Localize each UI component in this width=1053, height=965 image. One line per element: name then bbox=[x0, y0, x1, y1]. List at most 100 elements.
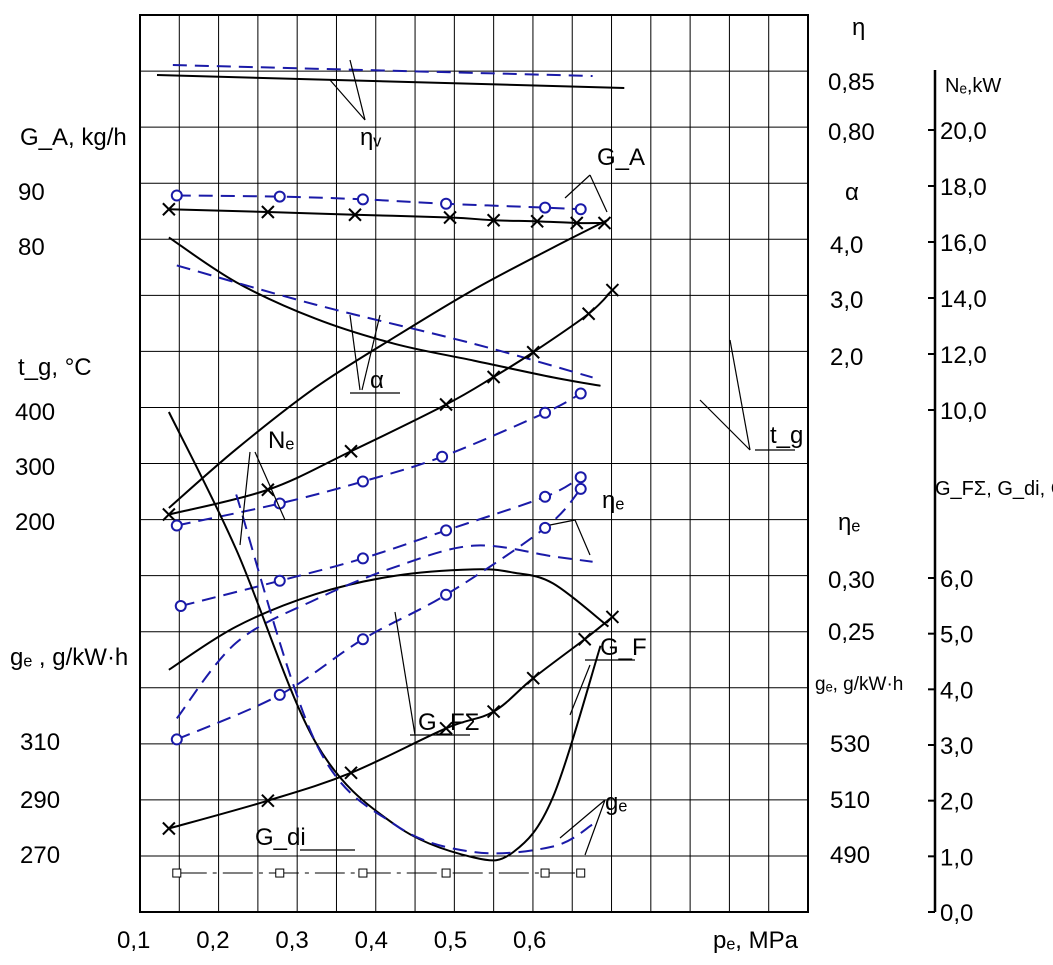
series-line-eta_v bbox=[156, 74, 625, 89]
x-tick-label: 0,6 bbox=[513, 927, 546, 954]
marker-circle bbox=[356, 552, 369, 565]
gf-tick-label: 0,0 bbox=[940, 900, 973, 927]
ge-left-axis-title: gₑ , g/kW·h bbox=[10, 644, 128, 671]
series-line-ge bbox=[167, 411, 602, 862]
series-line-alpha bbox=[168, 236, 601, 387]
marker-x bbox=[486, 370, 501, 384]
gf-tick-label: 1,0 bbox=[940, 844, 973, 871]
marker-x bbox=[530, 214, 544, 229]
series-lines bbox=[156, 64, 625, 874]
marker-x bbox=[486, 213, 501, 227]
marker-x bbox=[439, 397, 453, 412]
marker-x bbox=[581, 307, 596, 321]
eta-tick-085: 0,85 bbox=[828, 69, 875, 96]
ne-curve-label: Nₑ bbox=[268, 427, 294, 454]
marker-x bbox=[162, 507, 176, 522]
series-line-Ne bbox=[168, 218, 609, 509]
marker-x bbox=[526, 345, 540, 359]
marker-x bbox=[577, 632, 592, 646]
marker-circle bbox=[574, 387, 587, 400]
gf-tick-label: 3,0 bbox=[940, 733, 973, 760]
series-line-GA bbox=[176, 194, 581, 211]
marker-circle bbox=[574, 482, 587, 495]
alpha-tick-40: 4,0 bbox=[830, 232, 863, 259]
marker-x bbox=[261, 793, 275, 808]
marker-circle bbox=[539, 521, 552, 534]
marker-square bbox=[275, 868, 285, 878]
gdi-curve-label: G_di bbox=[255, 824, 306, 851]
tg-curve-label: t_g bbox=[770, 422, 803, 449]
marker-square bbox=[358, 868, 368, 878]
tg-tick-200: 200 bbox=[15, 509, 55, 536]
ge-left-tick-310: 310 bbox=[20, 729, 60, 756]
ne-tick-label: 10,0 bbox=[940, 398, 987, 425]
marker-circle bbox=[273, 190, 286, 203]
ne-tick-label: 20,0 bbox=[940, 118, 987, 145]
ne-tick-label: 16,0 bbox=[940, 230, 987, 257]
marker-x bbox=[570, 216, 584, 230]
marker-x bbox=[348, 208, 362, 222]
eta-e-tick-025: 0,25 bbox=[828, 619, 875, 646]
x-tick-label: 0,2 bbox=[196, 927, 229, 954]
series-line-GF bbox=[168, 616, 614, 830]
series-line-eta_e bbox=[168, 568, 610, 671]
ge-right-tick-490: 490 bbox=[830, 842, 870, 869]
series-markers bbox=[162, 189, 620, 878]
marker-x bbox=[443, 210, 457, 225]
gf-tick-label: 6,0 bbox=[940, 566, 973, 593]
marker-x bbox=[605, 610, 620, 624]
x-axis-title: pₑ, MPa bbox=[713, 927, 799, 954]
curve-annotations bbox=[239, 59, 795, 856]
ne-tick-label: 12,0 bbox=[940, 342, 987, 369]
marker-circle bbox=[440, 524, 453, 537]
ga-axis-title: G_A, kg/h bbox=[20, 124, 127, 151]
marker-circle bbox=[539, 490, 552, 503]
ge-right-tick-510: 510 bbox=[830, 787, 870, 814]
marker-circle bbox=[356, 633, 369, 646]
eta-tick-080: 0,80 bbox=[828, 119, 875, 146]
plot-grid bbox=[139, 14, 809, 913]
marker-square bbox=[540, 868, 550, 878]
marker-circle bbox=[170, 189, 183, 202]
marker-circle bbox=[440, 588, 453, 601]
right-axis-ticks: 20,0 18,0 16,0 14,0 12,0 10,0 6,0 5,0 4,0 3,0 2,0 1… bbox=[928, 118, 987, 927]
x-tick-label: 0,5 bbox=[434, 927, 467, 954]
marker-circle bbox=[440, 197, 453, 210]
marker-x bbox=[344, 766, 358, 780]
ne-tick-label: 14,0 bbox=[940, 286, 987, 313]
ga-curve-label: G_A bbox=[597, 144, 645, 171]
x-axis-ticks: 0,1 0,2 0,3 0,4 0,5 0,6 bbox=[117, 927, 546, 954]
marker-x bbox=[439, 721, 453, 736]
ge-curve-label: gₑ bbox=[605, 789, 627, 816]
marker-x bbox=[162, 821, 176, 836]
ge-right-axis-title: gₑ, g/kW·h bbox=[815, 674, 903, 695]
gfsum-curve-label: G_FΣ bbox=[418, 709, 480, 736]
ga-tick-90: 90 bbox=[18, 179, 45, 206]
gf-tick-label: 5,0 bbox=[940, 622, 973, 649]
eta-v-label: ηᵥ bbox=[360, 124, 381, 151]
x-tick-label: 0,1 bbox=[117, 927, 150, 954]
marker-square bbox=[441, 868, 451, 878]
marker-circle bbox=[436, 450, 449, 463]
series-line-alpha bbox=[176, 264, 593, 379]
tg-tick-300: 300 bbox=[15, 454, 55, 481]
eta-axis-title: η bbox=[852, 14, 865, 41]
marker-x bbox=[162, 202, 176, 216]
marker-x bbox=[344, 444, 358, 458]
marker-circle bbox=[574, 203, 587, 216]
marker-circle bbox=[273, 574, 286, 587]
marker-circle bbox=[539, 406, 552, 419]
tg-axis-title: t_g, °C bbox=[18, 354, 92, 381]
marker-x bbox=[605, 283, 620, 297]
tg-tick-400: 400 bbox=[15, 399, 55, 426]
marker-x bbox=[526, 671, 540, 685]
series-line-eta_e bbox=[176, 544, 593, 720]
marker-x bbox=[261, 205, 275, 219]
ne-tick-label: 18,0 bbox=[940, 174, 987, 201]
marker-x bbox=[486, 704, 501, 719]
gf-tick-label: 2,0 bbox=[940, 789, 973, 816]
series-line-GFsum bbox=[176, 488, 582, 741]
marker-square bbox=[576, 868, 586, 878]
alpha-axis-title: α bbox=[845, 179, 859, 206]
x-tick-label: 0,3 bbox=[275, 927, 308, 954]
